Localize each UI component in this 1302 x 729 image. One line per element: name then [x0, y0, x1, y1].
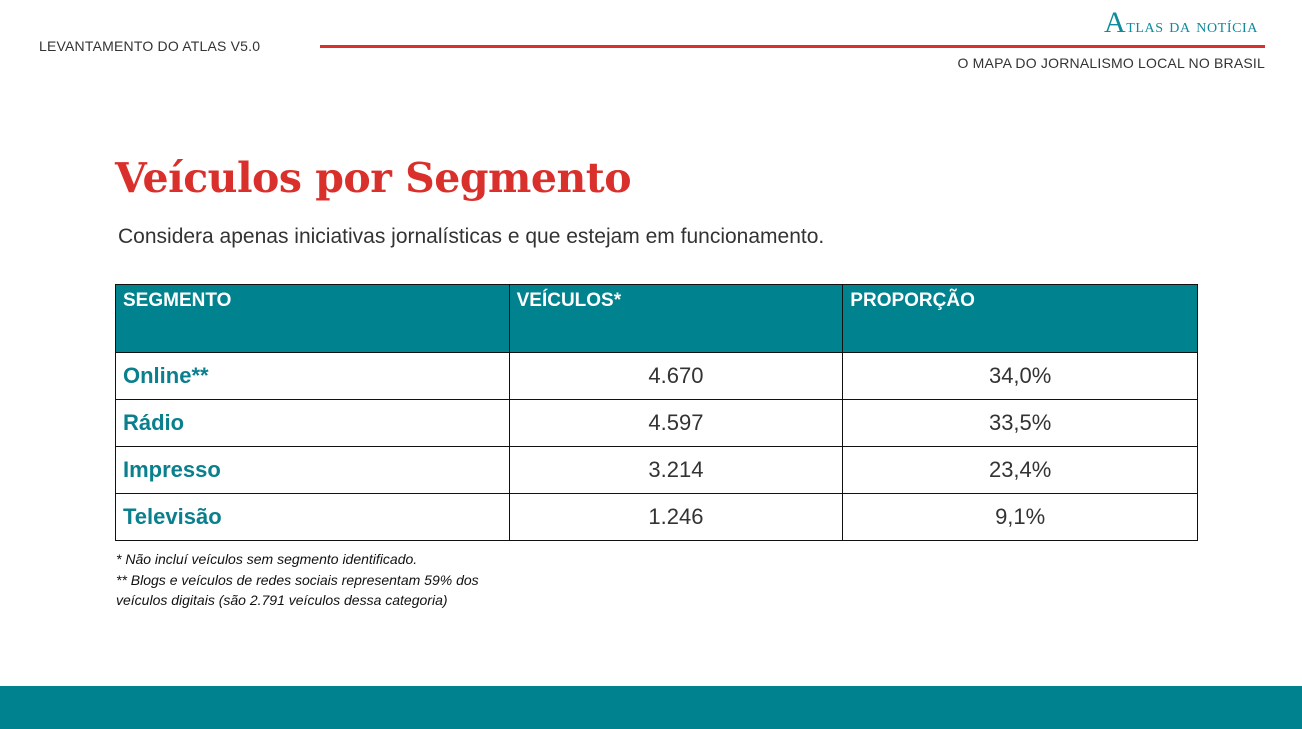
- veiculos-cell: 4.670: [508, 352, 844, 400]
- proporcao-cell: 34,0%: [842, 352, 1198, 400]
- footnote-2: ** Blogs e veículos de redes sociais rep…: [116, 571, 479, 609]
- table-row: Online** 4.670 34,0%: [115, 352, 1198, 400]
- segment-cell: Online**: [115, 352, 510, 400]
- column-header-segmento: SEGMENTO: [115, 284, 510, 353]
- brand-logo-rest: tlas da notícia: [1126, 15, 1258, 37]
- footnotes: * Não incluí veículos sem segmento ident…: [116, 549, 516, 611]
- proporcao-cell: 23,4%: [842, 446, 1198, 494]
- page-title: Veículos por Segmento: [115, 154, 632, 202]
- table-row: Impresso 3.214 23,4%: [115, 446, 1198, 494]
- segment-cell: Televisão: [115, 493, 510, 541]
- brand-logo-initial: A: [1103, 6, 1127, 39]
- page-subtitle: Considera apenas iniciativas jornalístic…: [118, 225, 825, 248]
- header-divider: [320, 45, 1265, 48]
- brand-tagline: O MAPA DO JORNALISMO LOCAL NO BRASIL: [957, 55, 1265, 71]
- table-row: Televisão 1.246 9,1%: [115, 493, 1198, 541]
- segment-table: SEGMENTO VEÍCULOS* PROPORÇÃO Online** 4.…: [115, 284, 1198, 541]
- survey-label: LEVANTAMENTO DO ATLAS V5.0: [39, 38, 261, 54]
- veiculos-cell: 3.214: [508, 446, 844, 494]
- proporcao-cell: 9,1%: [842, 493, 1198, 541]
- footnote-1: * Não incluí veículos sem segmento ident…: [116, 551, 418, 567]
- column-header-proporcao: PROPORÇÃO: [842, 284, 1198, 353]
- segment-cell: Rádio: [115, 399, 510, 447]
- proporcao-cell: 33,5%: [842, 399, 1198, 447]
- veiculos-cell: 1.246: [508, 493, 844, 541]
- table-row: Rádio 4.597 33,5%: [115, 399, 1198, 447]
- column-header-veiculos: VEÍCULOS*: [508, 284, 844, 353]
- footer-band: [0, 686, 1302, 729]
- segment-cell: Impresso: [115, 446, 510, 494]
- brand-logo: Atlas da notícia: [1104, 6, 1258, 40]
- table-header-row: SEGMENTO VEÍCULOS* PROPORÇÃO: [115, 284, 1198, 353]
- veiculos-cell: 4.597: [508, 399, 844, 447]
